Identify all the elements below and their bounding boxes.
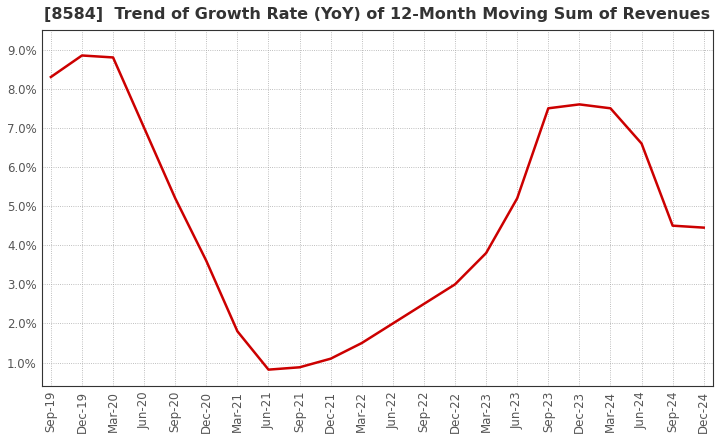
Title: [8584]  Trend of Growth Rate (YoY) of 12-Month Moving Sum of Revenues: [8584] Trend of Growth Rate (YoY) of 12-… bbox=[44, 7, 711, 22]
